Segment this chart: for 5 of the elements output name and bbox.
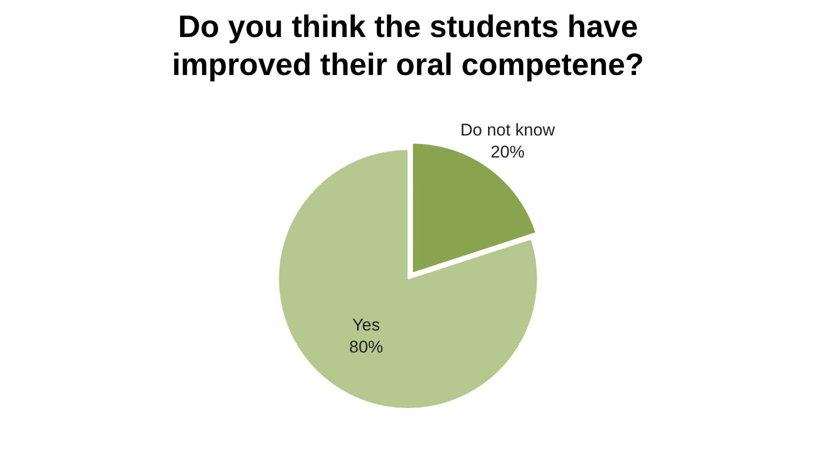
data-label: 20% [490, 142, 525, 162]
slice-label: Do not know [460, 120, 556, 140]
slice-label: Yes [352, 315, 380, 334]
data-label: 80% [349, 337, 384, 356]
chart-title: Do you think the students have improved their oral competene? [171, 8, 645, 84]
